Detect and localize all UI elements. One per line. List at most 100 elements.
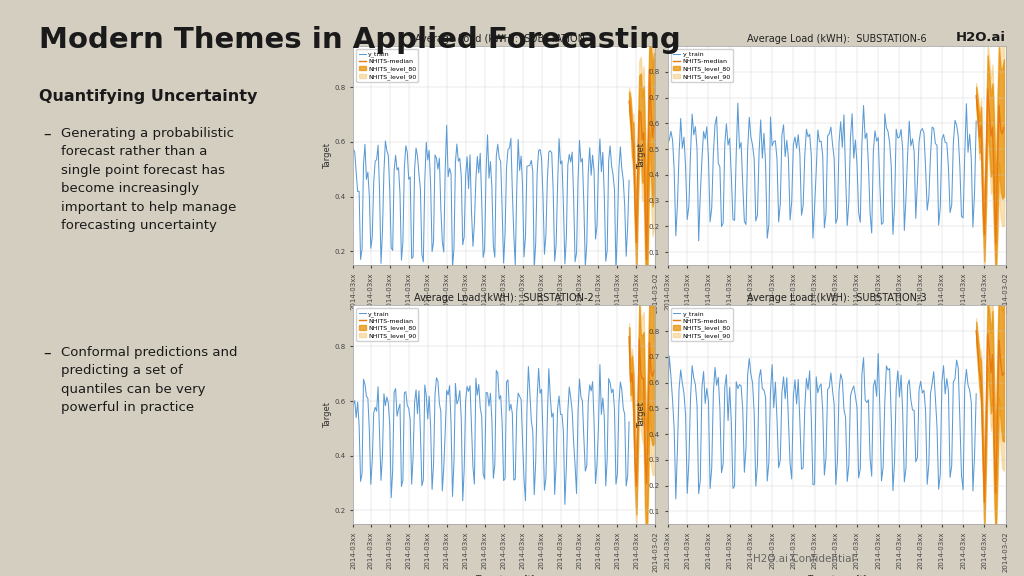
NHITS-median bbox=[642, 422, 654, 429]
NHITS-median bbox=[626, 369, 638, 376]
NHITS-median bbox=[993, 102, 1006, 109]
y_train bbox=[735, 382, 748, 389]
NHITS-median bbox=[973, 134, 985, 141]
y_train bbox=[440, 122, 453, 129]
NHITS-median bbox=[633, 336, 645, 343]
y_train bbox=[732, 100, 744, 107]
Line: NHITS-median: NHITS-median bbox=[629, 70, 654, 260]
NHITS-median bbox=[996, 130, 1009, 137]
y_train bbox=[670, 495, 682, 502]
NHITS-median bbox=[989, 490, 1001, 497]
y_train bbox=[487, 243, 500, 250]
NHITS-median bbox=[981, 331, 993, 338]
NHITS-median bbox=[636, 375, 648, 382]
y_train bbox=[805, 152, 817, 159]
NHITS-median bbox=[972, 109, 984, 116]
Line: NHITS-median: NHITS-median bbox=[976, 89, 1004, 244]
Line: y_train: y_train bbox=[668, 103, 976, 241]
NHITS-median bbox=[643, 66, 655, 73]
Text: H2O.ai: H2O.ai bbox=[956, 31, 1006, 44]
Title: Average Load (kWH):  SUBSTATION-8: Average Load (kWH): SUBSTATION-8 bbox=[415, 34, 594, 44]
NHITS-median bbox=[645, 369, 657, 376]
y_train bbox=[736, 181, 749, 188]
NHITS-median bbox=[977, 436, 989, 443]
NHITS-median bbox=[988, 437, 1000, 444]
NHITS-median bbox=[635, 370, 647, 377]
y_train bbox=[872, 350, 885, 357]
Line: y_train: y_train bbox=[668, 354, 976, 499]
NHITS-median bbox=[986, 124, 998, 131]
y_train bbox=[594, 361, 606, 368]
NHITS-median bbox=[645, 106, 657, 113]
y_train bbox=[752, 461, 764, 468]
NHITS-median bbox=[970, 327, 982, 334]
NHITS-median bbox=[970, 92, 982, 99]
NHITS-median bbox=[626, 135, 638, 142]
y_train bbox=[347, 401, 359, 408]
NHITS-median bbox=[633, 108, 645, 115]
NHITS-median bbox=[638, 375, 650, 382]
y_train bbox=[430, 374, 442, 381]
NHITS-median bbox=[636, 137, 648, 143]
NHITS-median bbox=[975, 123, 987, 130]
Text: –: – bbox=[43, 346, 50, 361]
NHITS-median bbox=[983, 346, 995, 353]
NHITS-median bbox=[980, 427, 992, 434]
NHITS-median bbox=[978, 499, 990, 506]
Legend: y_train, NHITS-median, NHITS_level_80, NHITS_level_90: y_train, NHITS-median, NHITS_level_80, N… bbox=[356, 49, 419, 82]
NHITS-median bbox=[625, 378, 637, 385]
Text: Conformal predictions and
predicting a set of
quantiles can be very
powerful in : Conformal predictions and predicting a s… bbox=[61, 346, 238, 414]
NHITS-median bbox=[985, 132, 997, 139]
NHITS-median bbox=[629, 457, 641, 464]
NHITS-median bbox=[640, 480, 652, 487]
NHITS-median bbox=[972, 347, 984, 354]
Text: –: – bbox=[43, 127, 50, 142]
NHITS-median bbox=[973, 367, 985, 374]
NHITS-median bbox=[648, 122, 660, 129]
NHITS-median bbox=[981, 85, 993, 92]
NHITS-median bbox=[978, 232, 990, 238]
Y-axis label: Target: Target bbox=[637, 401, 646, 428]
NHITS-median bbox=[628, 392, 640, 399]
Y-axis label: Target: Target bbox=[323, 142, 332, 169]
y_train bbox=[623, 177, 635, 184]
Y-axis label: Target: Target bbox=[323, 401, 332, 428]
NHITS-median bbox=[632, 418, 644, 425]
NHITS-median bbox=[997, 369, 1010, 376]
y_train bbox=[426, 486, 438, 493]
Line: y_train: y_train bbox=[353, 365, 629, 505]
y_train bbox=[695, 156, 708, 163]
y_train bbox=[753, 149, 765, 156]
NHITS-median bbox=[991, 164, 1004, 171]
NHITS-median bbox=[642, 169, 654, 176]
NHITS-median bbox=[623, 334, 635, 340]
NHITS-median bbox=[646, 134, 658, 141]
y_train bbox=[473, 381, 485, 388]
y_train bbox=[377, 452, 389, 459]
Line: NHITS-median: NHITS-median bbox=[629, 337, 654, 486]
NHITS-median bbox=[975, 377, 987, 384]
NHITS-median bbox=[625, 109, 637, 116]
y_train bbox=[820, 210, 833, 217]
Title: Average Load (kWH):  SUBSTATION-3: Average Load (kWH): SUBSTATION-3 bbox=[746, 293, 927, 303]
NHITS-median bbox=[635, 109, 647, 116]
Legend: y_train, NHITS-median, NHITS_level_80, NHITS_level_90: y_train, NHITS-median, NHITS_level_80, N… bbox=[671, 308, 733, 341]
y_train bbox=[430, 155, 442, 162]
Y-axis label: Target: Target bbox=[637, 142, 646, 169]
Title: Average Load (kWH):  SUBSTATION-6: Average Load (kWH): SUBSTATION-6 bbox=[746, 34, 927, 44]
NHITS-median bbox=[977, 192, 989, 199]
NHITS-median bbox=[989, 241, 1001, 248]
NHITS-median bbox=[630, 239, 642, 246]
y_train bbox=[377, 228, 389, 235]
Text: Modern Themes in Applied Forecasting: Modern Themes in Applied Forecasting bbox=[39, 26, 681, 54]
y_train bbox=[756, 385, 768, 392]
y_train bbox=[758, 130, 770, 137]
y_train bbox=[662, 141, 674, 147]
Text: Quantifying Uncertainty: Quantifying Uncertainty bbox=[39, 89, 257, 104]
Title: Average Load (kWH):  SUBSTATION-2: Average Load (kWH): SUBSTATION-2 bbox=[415, 293, 594, 303]
y_train bbox=[412, 410, 424, 417]
y_train bbox=[426, 248, 438, 255]
Legend: y_train, NHITS-median, NHITS_level_80, NHITS_level_90: y_train, NHITS-median, NHITS_level_80, N… bbox=[356, 308, 419, 341]
y_train bbox=[485, 418, 498, 425]
Legend: y_train, NHITS-median, NHITS_level_80, NHITS_level_90: y_train, NHITS-median, NHITS_level_80, N… bbox=[671, 49, 733, 82]
